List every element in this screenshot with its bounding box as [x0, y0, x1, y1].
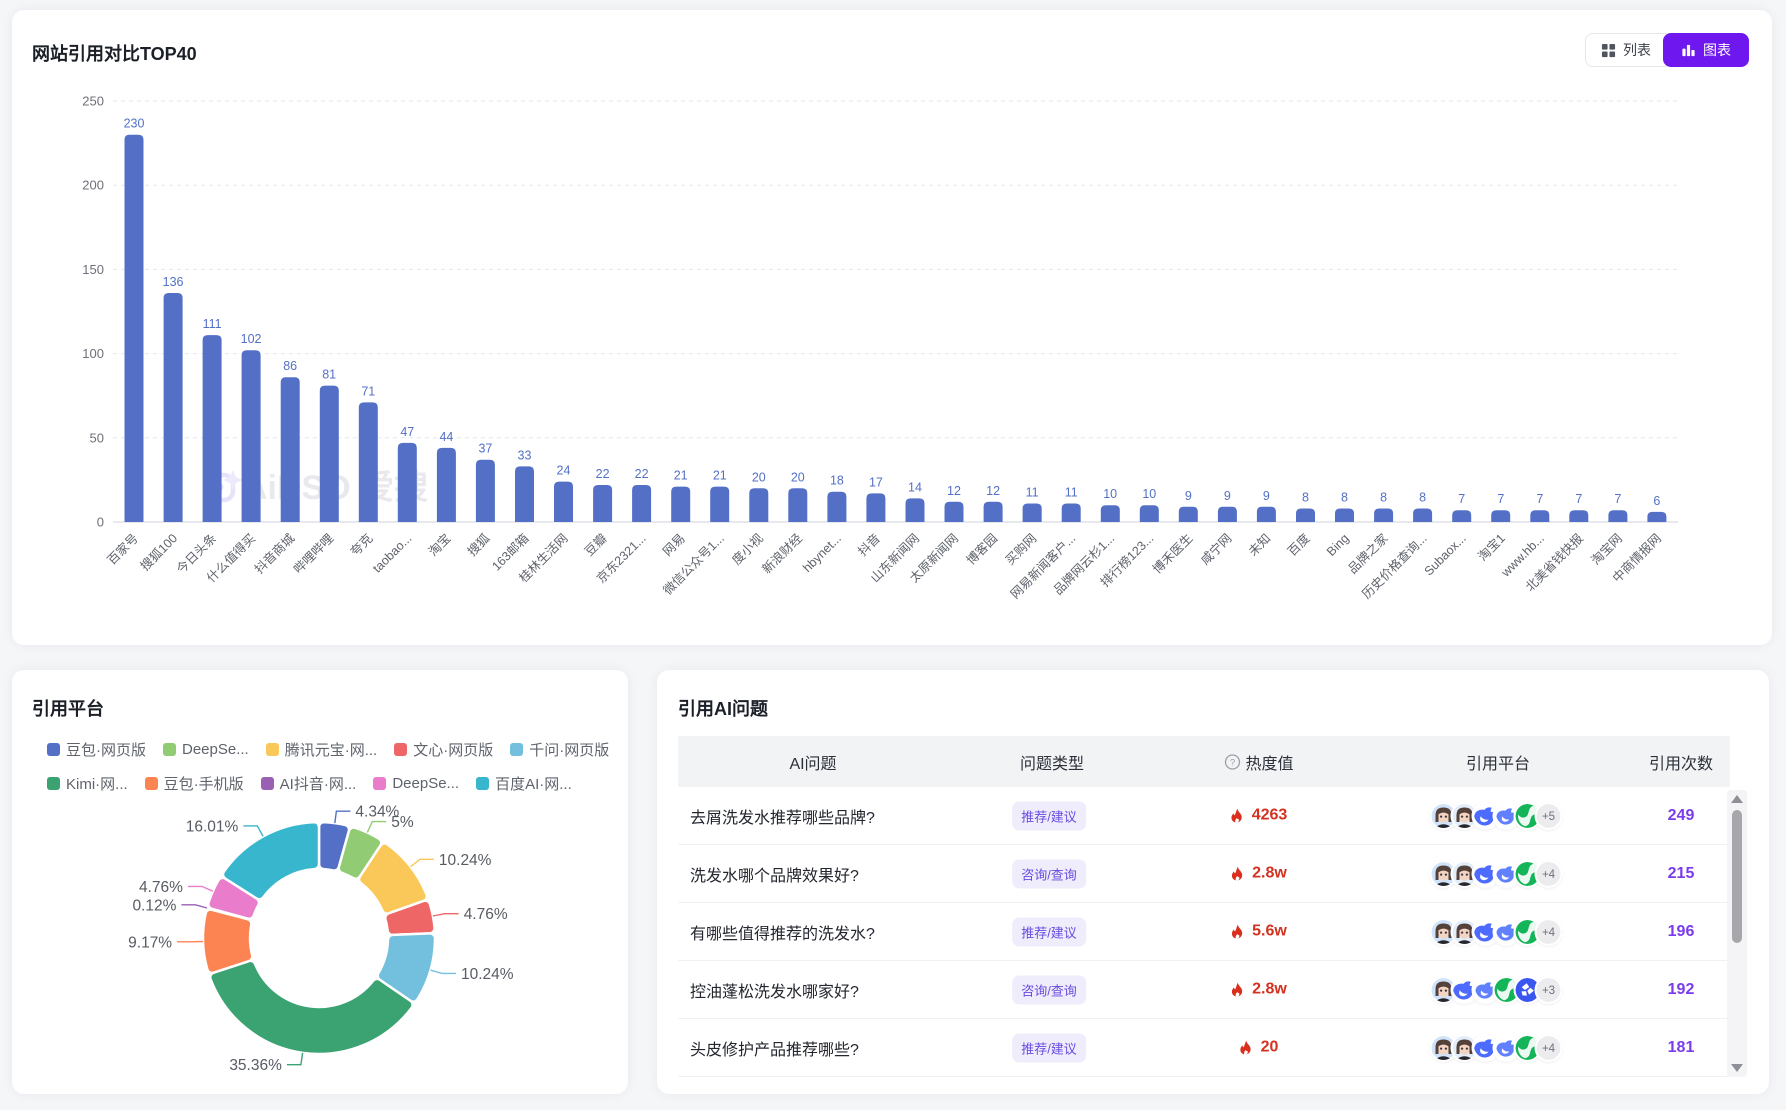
svg-text:买购网: 买购网: [1002, 531, 1039, 568]
svg-text:18: 18: [830, 474, 844, 488]
svg-text:81: 81: [322, 368, 336, 382]
svg-text:博禾医生: 博禾医生: [1149, 531, 1195, 577]
svg-text:淘宝: 淘宝: [426, 531, 454, 559]
svg-text:7: 7: [1614, 492, 1621, 506]
svg-text:0: 0: [97, 515, 104, 530]
svg-text:+4: +4: [1542, 869, 1556, 881]
svg-text:9: 9: [1224, 489, 1231, 503]
svg-text:33: 33: [518, 448, 532, 462]
svg-text:44: 44: [439, 430, 453, 444]
svg-text:9: 9: [1185, 489, 1192, 503]
svg-text:50: 50: [90, 430, 104, 445]
svg-text:搜狐: 搜狐: [464, 530, 493, 559]
svg-text:+4: +4: [1542, 927, 1556, 939]
svg-text:17: 17: [869, 475, 883, 489]
svg-text:20: 20: [791, 470, 805, 484]
svg-text:102: 102: [241, 332, 262, 346]
svg-text:37: 37: [478, 442, 492, 456]
svg-text:136: 136: [163, 275, 184, 289]
svg-text:7: 7: [1497, 492, 1504, 506]
svg-text:150: 150: [82, 262, 104, 277]
svg-text:历史价格查询...: 历史价格查询...: [1359, 531, 1430, 602]
svg-text:+3: +3: [1542, 985, 1555, 997]
svg-text:Bing: Bing: [1324, 531, 1352, 559]
svg-text:百家号: 百家号: [104, 531, 141, 568]
svg-text:10.24%: 10.24%: [439, 852, 492, 869]
svg-text:5%: 5%: [391, 814, 414, 831]
svg-text:夸克: 夸克: [348, 531, 376, 559]
svg-text:10: 10: [1103, 487, 1117, 501]
svg-text:豆瓣: 豆瓣: [582, 531, 610, 559]
svg-text:hbynet...: hbynet...: [800, 531, 844, 575]
svg-text:咸宁网: 咸宁网: [1197, 531, 1234, 568]
svg-text:9.17%: 9.17%: [128, 934, 172, 951]
svg-text:抖音: 抖音: [855, 531, 883, 559]
svg-text:淘宝网: 淘宝网: [1589, 531, 1625, 567]
svg-text:4.34%: 4.34%: [355, 804, 399, 821]
svg-text:7: 7: [1458, 492, 1465, 506]
svg-text:47: 47: [400, 425, 414, 439]
svg-text:9: 9: [1263, 489, 1270, 503]
svg-text:100: 100: [82, 346, 104, 361]
svg-text:21: 21: [674, 469, 688, 483]
svg-text:230: 230: [124, 117, 145, 131]
svg-text:35.36%: 35.36%: [229, 1057, 282, 1074]
svg-text:8: 8: [1341, 491, 1348, 505]
svg-text:7: 7: [1536, 492, 1543, 506]
svg-text:博客园: 博客园: [963, 531, 1000, 568]
svg-text:未知: 未知: [1246, 531, 1274, 559]
svg-text:200: 200: [82, 178, 104, 193]
svg-text:14: 14: [908, 480, 922, 494]
svg-text:10: 10: [1142, 487, 1156, 501]
svg-text:百度: 百度: [1284, 530, 1313, 559]
svg-text:+5: +5: [1542, 811, 1555, 823]
svg-text:?: ?: [1230, 757, 1235, 768]
svg-text:4.76%: 4.76%: [464, 906, 508, 923]
svg-text:8: 8: [1419, 491, 1426, 505]
svg-text:度小视: 度小视: [729, 530, 766, 567]
svg-text:6: 6: [1653, 494, 1660, 508]
svg-text:11: 11: [1026, 486, 1039, 500]
svg-text:21: 21: [713, 469, 727, 483]
svg-text:0.12%: 0.12%: [132, 897, 176, 914]
svg-text:22: 22: [596, 467, 610, 481]
svg-text:22: 22: [635, 467, 649, 481]
svg-text:16.01%: 16.01%: [186, 818, 239, 835]
svg-text:抖音商城: 抖音商城: [251, 530, 297, 576]
svg-text:taobao...: taobao...: [370, 531, 414, 575]
svg-text:12: 12: [986, 484, 1000, 498]
svg-text:Subaox...: Subaox...: [1422, 531, 1469, 578]
svg-text:+4: +4: [1542, 1043, 1556, 1055]
svg-text:淘宝1: 淘宝1: [1475, 531, 1508, 564]
svg-text:111: 111: [203, 317, 222, 331]
svg-text:4.76%: 4.76%: [139, 879, 183, 896]
svg-text:网易新闻客户...: 网易新闻客户...: [1007, 531, 1078, 602]
svg-text:8: 8: [1302, 491, 1309, 505]
svg-text:网易: 网易: [660, 531, 688, 559]
svg-text:20: 20: [752, 470, 766, 484]
svg-text:12: 12: [947, 484, 961, 498]
svg-text:7: 7: [1575, 492, 1582, 506]
svg-text:11: 11: [1065, 486, 1078, 500]
svg-text:86: 86: [283, 359, 297, 373]
svg-text:71: 71: [361, 384, 375, 398]
svg-text:10.24%: 10.24%: [461, 966, 514, 983]
svg-text:8: 8: [1380, 491, 1387, 505]
svg-text:250: 250: [82, 94, 104, 109]
svg-text:哔哩哔哩: 哔哩哔哩: [291, 531, 337, 577]
svg-text:24: 24: [557, 464, 571, 478]
svg-text:新浪财经: 新浪财经: [759, 530, 805, 576]
